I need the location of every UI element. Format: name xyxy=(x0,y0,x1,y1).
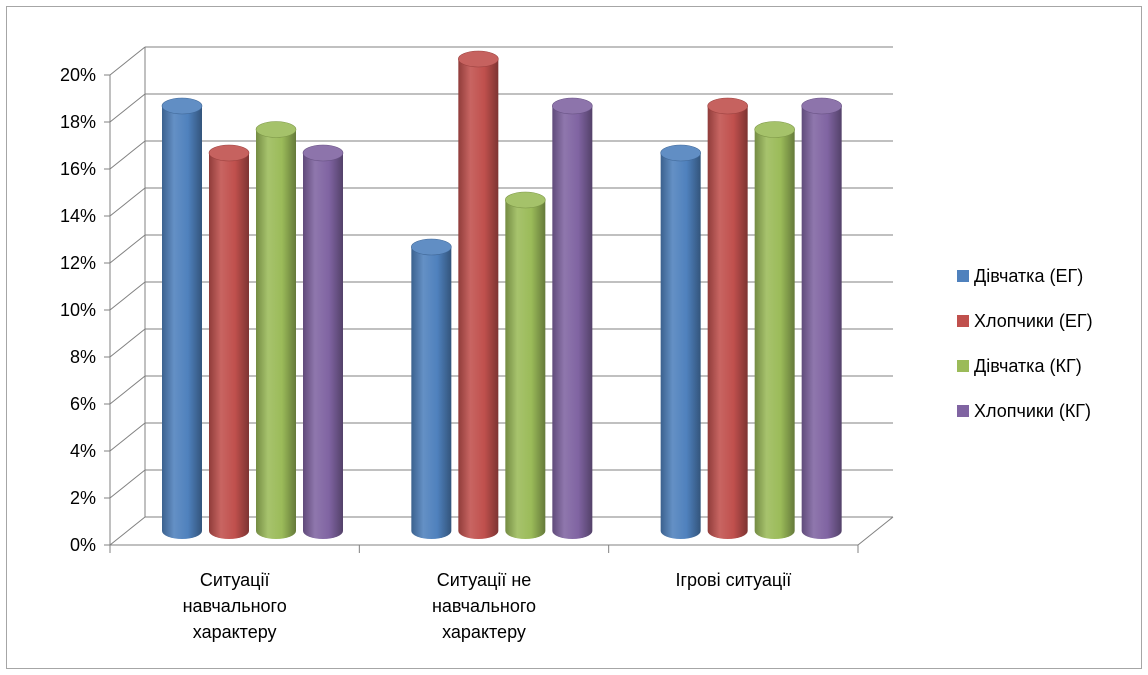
bar xyxy=(505,191,546,539)
bars-layer xyxy=(161,50,842,539)
legend: Дівчатка (ЕГ) Хлопчики (ЕГ) Дівчатка (КГ) Х… xyxy=(957,266,1093,421)
y-tick-layer: 0% 2% 4% 6% 8% 10% 12% 14% 16% 18% 20% xyxy=(60,65,96,555)
y-tick-label: 20% xyxy=(60,65,96,85)
gridline-side xyxy=(109,234,146,264)
gridline-side xyxy=(109,375,146,405)
category-label: Ігрові ситуації xyxy=(675,570,791,590)
bar xyxy=(161,97,203,539)
legend-label: Дівчатка (ЕГ) xyxy=(974,266,1083,286)
gridline-side xyxy=(109,140,146,170)
y-tick-label: 8% xyxy=(70,347,96,367)
y-tick-label: 4% xyxy=(70,441,96,461)
gridline-side xyxy=(109,46,146,76)
category-label: Ситуації навчального характеру xyxy=(183,570,287,642)
legend-swatch xyxy=(957,270,969,282)
y-tick-label: 6% xyxy=(70,394,96,414)
y-tick-label: 16% xyxy=(60,159,96,179)
bar xyxy=(302,144,344,539)
y-tick-label: 2% xyxy=(70,488,96,508)
legend-label: Хлопчики (ЕГ) xyxy=(974,311,1093,331)
gridline-side xyxy=(109,187,146,217)
bar xyxy=(801,97,842,539)
gridline-side xyxy=(109,281,146,311)
legend-label: Хлопчики (КГ) xyxy=(974,401,1091,421)
bar xyxy=(255,121,297,539)
gridline-side xyxy=(109,516,146,546)
bar xyxy=(411,238,452,539)
legend-swatch xyxy=(957,315,969,327)
category-label: Ситуації не навчального характеру xyxy=(432,570,536,642)
legend-item: Дівчатка (ЕГ) xyxy=(957,266,1083,286)
y-tick-label: 12% xyxy=(60,253,96,273)
bar xyxy=(754,121,795,539)
bar xyxy=(707,97,748,539)
legend-item: Хлопчики (КГ) xyxy=(957,401,1091,421)
legend-swatch xyxy=(957,405,969,417)
legend-label: Дівчатка (КГ) xyxy=(974,356,1082,376)
bar xyxy=(208,144,250,539)
gridline-side xyxy=(109,469,146,499)
y-tick-label: 10% xyxy=(60,300,96,320)
gridline-side xyxy=(109,93,146,123)
y-tick-label: 0% xyxy=(70,535,96,555)
bar xyxy=(660,144,701,539)
legend-item: Хлопчики (ЕГ) xyxy=(957,311,1093,331)
legend-item: Дівчатка (КГ) xyxy=(957,356,1082,376)
floor-right-edge xyxy=(857,516,894,546)
gridline-side xyxy=(109,422,146,452)
legend-swatch xyxy=(957,360,969,372)
bar xyxy=(552,97,593,539)
category-label-layer: Ситуації навчального характеру Ситуації не н… xyxy=(183,570,792,642)
y-tick-label: 18% xyxy=(60,112,96,132)
gridline-side xyxy=(109,328,146,358)
bar xyxy=(458,50,499,539)
y-tick-label: 14% xyxy=(60,206,96,226)
